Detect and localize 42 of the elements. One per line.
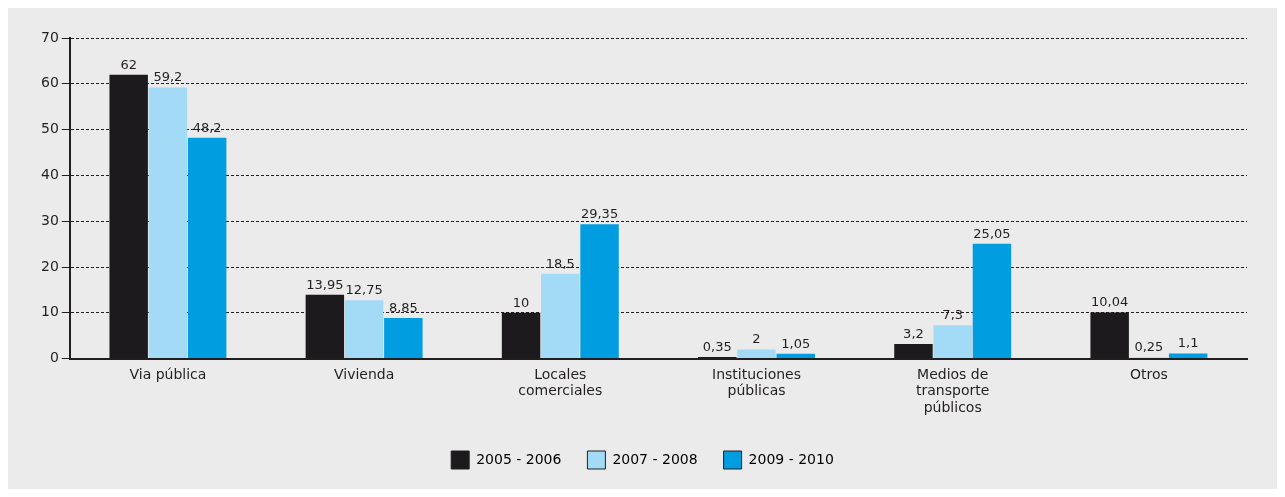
y-tick-label: 60 [40,74,59,91]
data-label: 3,2 [903,325,924,341]
x-tick-label: Via pública [129,365,207,382]
y-tick-label: 10 [40,303,59,320]
data-label: 10,04 [1091,294,1129,310]
x-tick-label: Instituciones públicas [712,365,801,399]
data-label: 2 [752,331,761,347]
x-tick-label: Vivienda [333,365,395,382]
bar [776,353,815,359]
legend-label: 2009 - 2010 [748,450,834,467]
y-tick-label: 40 [40,166,59,183]
bar [187,137,227,359]
x-tick-label: Otros [1129,365,1168,382]
data-label: 1,05 [781,335,811,351]
bar [148,87,188,359]
y-tick-label: 30 [40,211,59,228]
y-tick-label: 50 [40,120,59,137]
data-label: 1,1 [1177,335,1199,351]
data-label: 13,95 [306,276,344,292]
y-tick-label: 20 [40,257,59,274]
bar [384,318,423,359]
y-tick-label: 0 [49,349,59,366]
legend-label: 2005 - 2006 [476,450,562,467]
bar [344,300,384,359]
y-tick-label: 70 [40,28,59,45]
data-label: 62 [120,56,137,72]
data-label: 29,35 [580,206,619,222]
x-tick-label: Locales comerciales [518,365,603,399]
data-label: 12,75 [345,282,383,298]
bar [541,273,580,359]
x-tick-label: Medios de transporte públicos [916,365,990,416]
data-label: 8,85 [388,299,418,315]
data-label: 0,25 [1134,339,1164,355]
bar [737,349,776,359]
data-label: 10 [512,294,530,310]
legend-label: 2007 - 2008 [612,450,698,467]
data-label: 25,05 [973,225,1011,241]
data-label: 59,2 [153,69,183,85]
bar [933,325,972,359]
bar [972,243,1012,359]
bar [580,224,619,359]
data-label: 0,35 [702,338,732,354]
